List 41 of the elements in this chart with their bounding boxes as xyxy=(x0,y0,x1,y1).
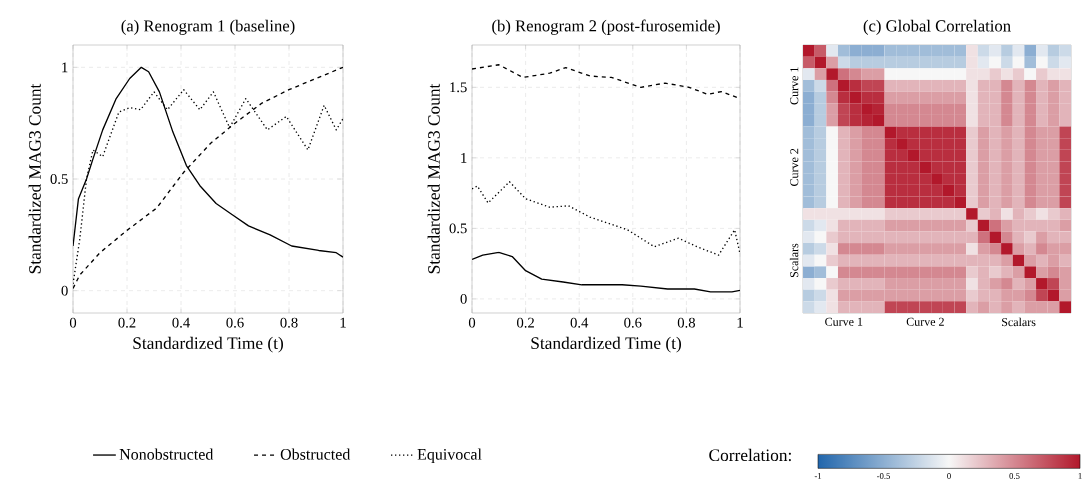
chart-title: (c) Global Correlation xyxy=(863,19,1011,35)
x-axis-title: Standardized Time (t) xyxy=(133,336,283,353)
y-tick-label: 0.5 xyxy=(50,174,68,184)
chart-title: (b) Renogram 2 (post-furosemide) xyxy=(492,19,720,35)
x-tick-label: 0.4 xyxy=(172,317,190,328)
y-tick-label: 1.5 xyxy=(450,82,467,93)
x-tick-label: 0.4 xyxy=(570,317,589,328)
y-axis-title: Standardized MAG3 Count xyxy=(427,83,440,274)
x-tick-label: 0.8 xyxy=(677,317,696,328)
color-bar-label: -0.5 xyxy=(876,473,891,479)
legend-label: Equivocal xyxy=(417,448,482,463)
x-axis-title: Standardized Time (t) xyxy=(531,336,682,353)
x-tick-label: 0.6 xyxy=(226,317,244,328)
x-tick-label: Curve 2 xyxy=(906,317,944,326)
x-tick-label: 1 xyxy=(737,317,743,328)
chart-title: (a) Renogram 1 (baseline) xyxy=(121,19,295,35)
legend-label: Nonobstructed xyxy=(119,448,214,460)
y-tick-label: Curve 1 xyxy=(790,67,799,105)
y-tick-label: Scalars xyxy=(789,243,799,278)
x-tick-label: 0.6 xyxy=(624,317,642,328)
y-tick-label: 0.5 xyxy=(449,223,467,234)
y-tick-label: 0 xyxy=(460,293,467,304)
x-tick-label: Scalars xyxy=(1002,317,1036,327)
x-tick-label: 0.2 xyxy=(118,317,136,328)
color-bar-title: Correlation: xyxy=(709,448,791,462)
x-tick-label: 0.2 xyxy=(517,317,534,328)
x-tick-label: 1 xyxy=(340,317,346,328)
color-bar-label: 1 xyxy=(1078,473,1082,479)
y-tick-label: 1 xyxy=(461,153,467,163)
x-tick-label: 0 xyxy=(468,317,476,328)
x-tick-label: 0.8 xyxy=(280,317,298,328)
color-bar-label: -1 xyxy=(814,473,822,479)
x-tick-label: Curve 1 xyxy=(825,317,863,326)
x-tick-label: 0 xyxy=(69,317,77,328)
y-tick-label: Curve 2 xyxy=(790,148,799,187)
legend-label: Obstructed xyxy=(280,448,351,460)
y-tick-label: 1 xyxy=(62,62,68,73)
y-axis-title: Standardized MAG3 Count xyxy=(28,83,41,274)
color-bar-label: 0 xyxy=(947,473,951,479)
y-tick-label: 0 xyxy=(61,285,68,296)
color-bar-label: 0.5 xyxy=(1009,473,1020,479)
